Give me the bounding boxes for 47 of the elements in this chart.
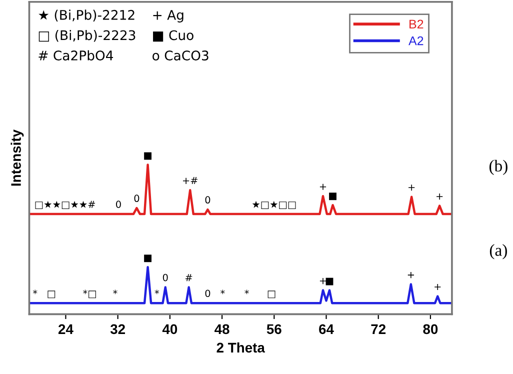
annotation: □ [48,290,56,298]
text: # Ca2PbO4 [38,50,114,60]
annotation: + [408,184,415,191]
annotation: 0 [116,200,121,208]
annotation: 0 [162,274,168,282]
text: ★ (Bi,Pb)-2212 [38,10,134,22]
text: □ (Bi,Pb)-2223 [38,30,136,42]
annotation: + [320,278,326,284]
annotation: ★□★□□ [252,200,296,210]
annotation: # [185,274,192,282]
text: (b) [489,160,508,175]
annotation: 0 [134,194,140,202]
annotation: * [244,290,249,294]
y-axis-title: Intensity [10,130,24,186]
annotation: 0 [205,290,210,298]
x-tick-label: 56 [266,324,282,334]
annotation: * [32,290,38,294]
annotation: ■ [144,254,152,262]
annotation: + [408,272,414,278]
annotation: * [154,290,160,294]
annotation: 0 [205,196,210,204]
annotation: *□ [83,290,96,298]
annotation: + [434,284,441,290]
annotation: □ [268,290,276,298]
annotation: ■ [144,152,152,160]
legend-label: B2 [410,20,424,28]
x-tick-label: 80 [423,324,438,334]
x-tick-label: 32 [110,324,125,334]
x-tick-label: 24 [58,324,74,334]
x-tick-label: 48 [214,324,230,334]
annotation: * [113,290,118,294]
annotation: * [220,290,225,294]
annotation: + [436,194,443,200]
x-tick-label: 72 [371,324,386,334]
x-axis-title: 2 Theta [216,342,265,353]
annotation: □★★□★★# [35,200,96,210]
text: o CaCO3 [152,50,208,60]
annotation: ■ [326,278,334,286]
legend-label: A2 [408,36,424,46]
x-tick-label: 64 [319,324,334,334]
annotation: + [320,184,326,190]
text: (a) [490,244,507,260]
annotation: +# [183,176,198,184]
text: + Ag [153,10,184,22]
x-tick-label: 40 [162,324,178,334]
annotation: ■ [329,192,336,200]
text: ■ Cuo [153,30,194,42]
